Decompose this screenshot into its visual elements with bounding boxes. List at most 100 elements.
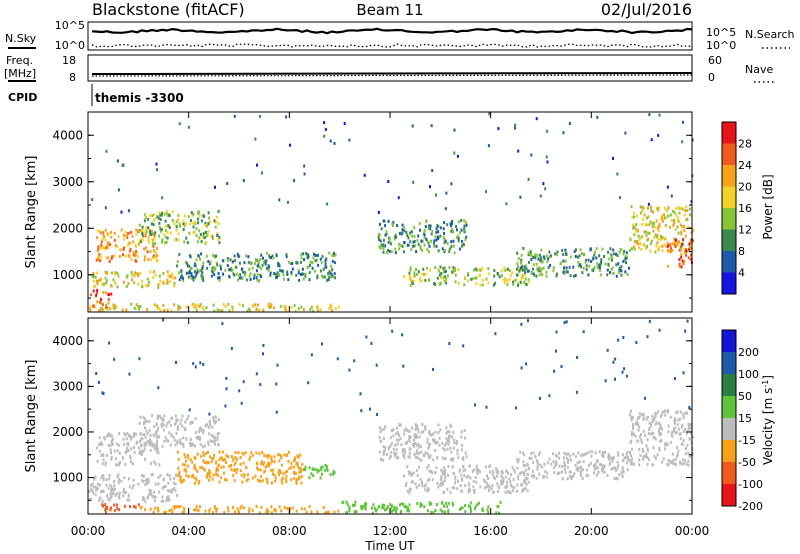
- echo-cell: [601, 469, 604, 473]
- echo-cell: [426, 248, 429, 252]
- echo-cell: [309, 260, 312, 264]
- echo-cell: [428, 502, 431, 506]
- echo-cell: [610, 253, 613, 257]
- echo-cell: [538, 472, 541, 476]
- echo-cell: [129, 247, 132, 251]
- echo-cell: [548, 255, 551, 259]
- echo-cell: [163, 212, 166, 216]
- echo-cell: [685, 431, 688, 435]
- echo-cell: [114, 306, 117, 310]
- freq-tick-right-bottom: 0: [708, 71, 715, 84]
- echo-cell: [385, 232, 388, 236]
- echo-cell: [686, 443, 689, 447]
- echo-cell: [233, 463, 236, 467]
- echo-cell: [684, 209, 687, 212]
- echo-cell: [137, 282, 140, 286]
- echo-cell: [319, 257, 322, 261]
- echo-cell: [685, 462, 688, 466]
- echo-cell: [622, 336, 625, 339]
- echo-cell: [460, 477, 463, 481]
- echo-cell: [314, 269, 316, 273]
- echo-cell: [678, 265, 681, 269]
- echo-cell: [648, 421, 651, 425]
- echo-cell: [174, 443, 177, 447]
- echo-cell: [133, 274, 136, 278]
- echo-cell: [667, 430, 670, 434]
- echo-cell: [192, 278, 195, 282]
- echo-cell: [245, 254, 248, 258]
- echo-cell: [153, 495, 156, 499]
- echo-cell: [215, 460, 218, 464]
- echo-cell: [496, 469, 499, 473]
- echo-cell: [215, 254, 218, 258]
- echo-cell: [105, 478, 108, 481]
- echo-cell: [393, 237, 396, 241]
- echo-cell: [143, 421, 146, 425]
- echo-cell: [99, 277, 102, 281]
- echo-cell: [307, 381, 310, 385]
- echo-cell: [421, 239, 424, 243]
- echo-cell: [109, 496, 112, 500]
- echo-cell: [109, 483, 112, 487]
- echo-cell: [101, 307, 104, 311]
- echo-cell: [103, 235, 106, 239]
- echo-cell: [582, 330, 585, 334]
- freq-left-unit: [MHz]: [4, 67, 36, 80]
- echo-cell: [153, 213, 156, 217]
- echo-cell: [494, 332, 497, 336]
- echo-cell: [141, 279, 144, 283]
- echo-cell: [185, 236, 188, 240]
- echo-cell: [414, 441, 417, 445]
- echo-cell: [498, 511, 501, 515]
- echo-cell: [618, 266, 621, 270]
- echo-cell: [333, 510, 336, 514]
- echo-cell: [319, 269, 322, 273]
- echo-cell: [269, 273, 272, 277]
- echo-cell: [621, 458, 624, 462]
- echo-cell: [681, 443, 684, 446]
- echo-cell: [681, 462, 684, 466]
- echo-cell: [419, 458, 422, 462]
- echo-cell: [131, 278, 134, 282]
- echo-cell: [408, 503, 411, 507]
- echo-cell: [406, 509, 409, 513]
- echo-cell: [555, 349, 557, 353]
- echo-cell: [97, 229, 99, 233]
- echo-cell: [182, 219, 185, 223]
- echo-cell: [212, 266, 215, 269]
- echo-cell: [108, 498, 111, 502]
- echo-cell: [236, 507, 239, 511]
- echo-cell: [430, 239, 433, 243]
- echo-cell: [181, 442, 184, 446]
- echo-cell: [450, 229, 453, 233]
- echo-cell: [429, 227, 432, 231]
- echo-cell: [671, 431, 673, 435]
- echo-cell: [175, 431, 178, 435]
- echo-cell: [179, 475, 182, 479]
- station-title: Blackstone (fitACF): [92, 0, 245, 19]
- echo-cell: [623, 456, 626, 460]
- echo-cell: [110, 231, 113, 234]
- echo-cell: [167, 495, 170, 499]
- echo-cell: [639, 236, 642, 240]
- echo-cell: [454, 273, 457, 277]
- echo-cell: [629, 248, 631, 252]
- echo-cell: [423, 505, 426, 509]
- echo-cell: [118, 432, 121, 436]
- echo-cell: [452, 503, 455, 507]
- echo-cell: [144, 255, 146, 259]
- echo-cell: [214, 442, 216, 446]
- echo-cell: [238, 302, 241, 306]
- echo-cell: [138, 307, 141, 311]
- echo-cell: [106, 232, 109, 236]
- echo-cell: [520, 253, 523, 257]
- echo-cell: [264, 259, 267, 263]
- echo-cell: [222, 465, 225, 469]
- echo-cell: [632, 226, 635, 230]
- echo-cell: [281, 476, 284, 480]
- echo-cell: [110, 485, 113, 489]
- echo-cell: [667, 424, 670, 428]
- echo-cell: [625, 251, 628, 255]
- echo-cell: [101, 391, 104, 395]
- echo-cell: [600, 260, 603, 264]
